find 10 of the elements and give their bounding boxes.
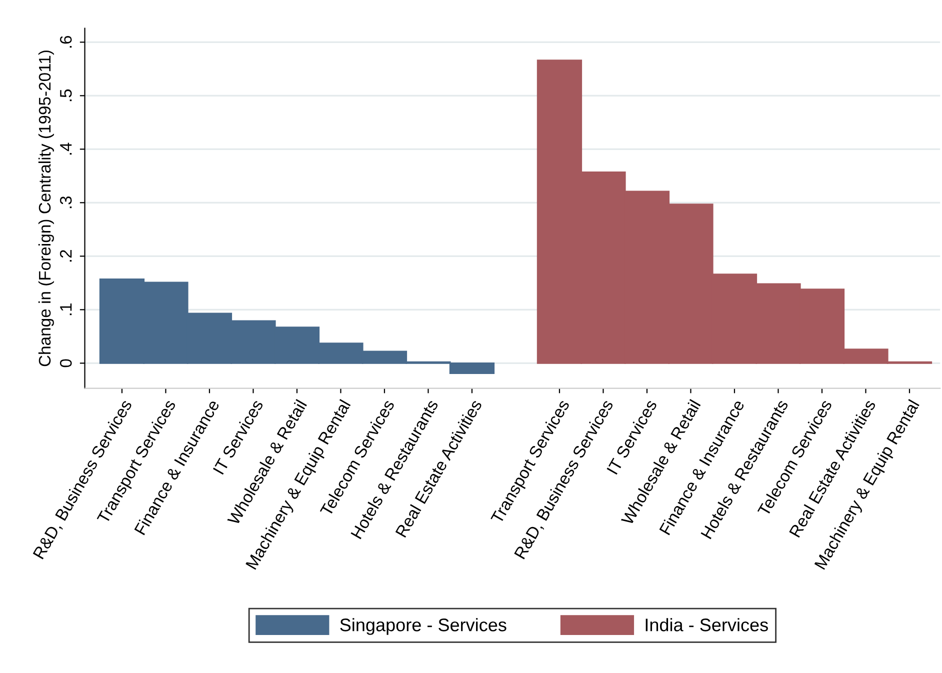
legend-label: Singapore - Services (340, 618, 506, 635)
y-tick-label: .2 (60, 250, 72, 262)
y-tick-label: .4 (60, 142, 72, 155)
legend-label: India - Services (646, 618, 768, 632)
y-tick-label: .6 (60, 36, 72, 48)
y-tick-label: .1 (60, 304, 72, 316)
y-tick-label: .3 (60, 196, 72, 208)
y-tick-label: 0 (60, 359, 72, 368)
y-axis-title: Change in (Foreign) Centrality (1995-2011) (38, 50, 54, 366)
y-tick-label: .5 (60, 89, 72, 102)
